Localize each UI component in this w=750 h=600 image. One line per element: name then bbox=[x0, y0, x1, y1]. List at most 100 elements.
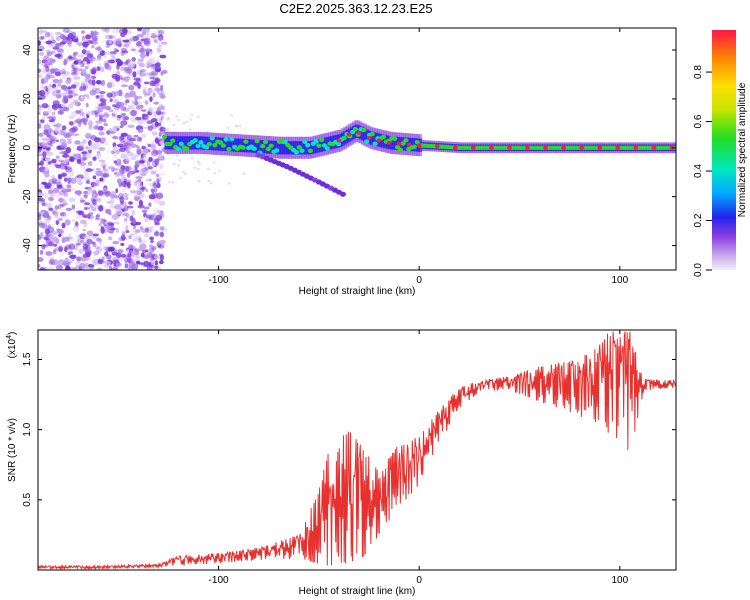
noise-speckle bbox=[39, 267, 46, 270]
noise-speckle bbox=[142, 86, 147, 92]
faint-speckle bbox=[188, 128, 192, 131]
noise-speckle bbox=[56, 128, 62, 135]
faint-speckle bbox=[196, 167, 200, 171]
noise-speckle bbox=[125, 165, 132, 172]
signal-peak bbox=[386, 140, 392, 145]
noise-speckle bbox=[106, 209, 111, 213]
noise-speckle bbox=[119, 28, 125, 35]
noise-speckle bbox=[55, 89, 61, 94]
x-tick-label: 100 bbox=[611, 275, 628, 286]
signal-band bbox=[281, 141, 286, 155]
noise-speckle bbox=[55, 181, 62, 188]
signal-core bbox=[262, 139, 269, 145]
noise-speckle bbox=[155, 214, 163, 221]
signal-core bbox=[302, 139, 308, 144]
signal-band bbox=[279, 141, 284, 155]
y-tick-label: 0 bbox=[22, 145, 33, 151]
spectrogram-x-label: Height of straight line (km) bbox=[299, 286, 416, 297]
signal-peak bbox=[470, 145, 476, 150]
noise-speckle bbox=[157, 44, 163, 48]
noise-speckle bbox=[54, 178, 62, 185]
noise-speckle bbox=[63, 191, 69, 198]
noise-speckle bbox=[128, 201, 133, 205]
noise-speckle bbox=[76, 159, 82, 164]
noise-speckle bbox=[59, 212, 67, 217]
noise-speckle bbox=[88, 40, 94, 45]
noise-speckle bbox=[85, 102, 89, 108]
x-tick-label: -100 bbox=[209, 275, 229, 286]
noise-speckle bbox=[110, 197, 115, 204]
noise-speckle bbox=[158, 260, 164, 265]
noise-speckle bbox=[73, 52, 77, 57]
noise-speckle bbox=[91, 168, 96, 172]
signal-core bbox=[319, 137, 325, 143]
noise-speckle bbox=[141, 228, 146, 234]
noise-speckle bbox=[79, 157, 87, 162]
signal-band bbox=[230, 138, 235, 152]
signal-core bbox=[335, 141, 342, 147]
noise-speckle bbox=[64, 165, 72, 170]
signal-band bbox=[369, 131, 374, 145]
noise-speckle bbox=[93, 142, 101, 149]
noise-speckle bbox=[85, 145, 90, 150]
noise-speckle bbox=[61, 187, 67, 193]
noise-speckle bbox=[98, 242, 104, 246]
noise-speckle bbox=[128, 151, 134, 158]
faint-speckle bbox=[175, 115, 179, 118]
spectrogram-panel: -100 0 100 -40 -20 0 20 40 Height of straight … bbox=[7, 27, 677, 297]
noise-speckle bbox=[44, 228, 50, 235]
signal-core bbox=[243, 139, 249, 144]
noise-speckle bbox=[129, 110, 137, 117]
noise-speckle bbox=[113, 168, 119, 171]
noise-speckle bbox=[50, 117, 56, 122]
noise-speckle bbox=[76, 41, 84, 46]
noise-speckle bbox=[103, 111, 109, 116]
signal-peak bbox=[356, 130, 362, 135]
noise-speckle bbox=[83, 122, 87, 126]
noise-speckle bbox=[87, 161, 93, 167]
noise-speckle bbox=[144, 171, 149, 174]
noise-speckle bbox=[76, 68, 81, 75]
noise-speckle bbox=[107, 222, 115, 226]
signal-peak bbox=[434, 144, 440, 149]
noise-speckle bbox=[147, 143, 152, 148]
noise-speckle bbox=[116, 252, 122, 258]
noise-speckle bbox=[127, 68, 133, 75]
noise-speckle bbox=[155, 161, 160, 166]
noise-speckle bbox=[61, 71, 66, 75]
noise-speckle bbox=[108, 204, 115, 209]
noise-speckle bbox=[79, 219, 87, 225]
noise-speckle bbox=[160, 105, 166, 111]
noise-speckle bbox=[143, 90, 148, 98]
faint-speckle bbox=[181, 170, 185, 173]
noise-speckle bbox=[94, 46, 102, 51]
noise-speckle bbox=[98, 222, 102, 227]
noise-speckle bbox=[41, 222, 48, 229]
noise-speckle bbox=[86, 53, 94, 59]
signal-core bbox=[414, 139, 420, 145]
noise-speckle bbox=[137, 28, 143, 32]
signal-core bbox=[364, 139, 370, 144]
noise-speckle bbox=[72, 133, 80, 137]
noise-speckle bbox=[78, 141, 85, 148]
faint-speckle bbox=[242, 172, 246, 176]
noise-speckle bbox=[98, 131, 105, 136]
noise-speckle bbox=[58, 233, 62, 237]
noise-speckle bbox=[67, 139, 72, 145]
noise-speckle bbox=[120, 201, 124, 205]
noise-speckle bbox=[38, 198, 46, 202]
noise-speckle bbox=[139, 52, 147, 59]
noise-speckle bbox=[161, 226, 168, 233]
noise-speckle bbox=[100, 172, 108, 179]
noise-speckle bbox=[137, 95, 143, 99]
noise-speckle bbox=[89, 89, 97, 96]
signal-core bbox=[240, 145, 246, 150]
noise-speckle bbox=[87, 79, 94, 85]
noise-speckle bbox=[41, 142, 49, 146]
faint-speckle bbox=[163, 111, 167, 115]
faint-speckle bbox=[167, 117, 171, 120]
signal-core bbox=[369, 131, 375, 137]
faint-speckle bbox=[212, 161, 216, 164]
noise-speckle bbox=[100, 218, 105, 224]
noise-speckle bbox=[124, 207, 129, 212]
